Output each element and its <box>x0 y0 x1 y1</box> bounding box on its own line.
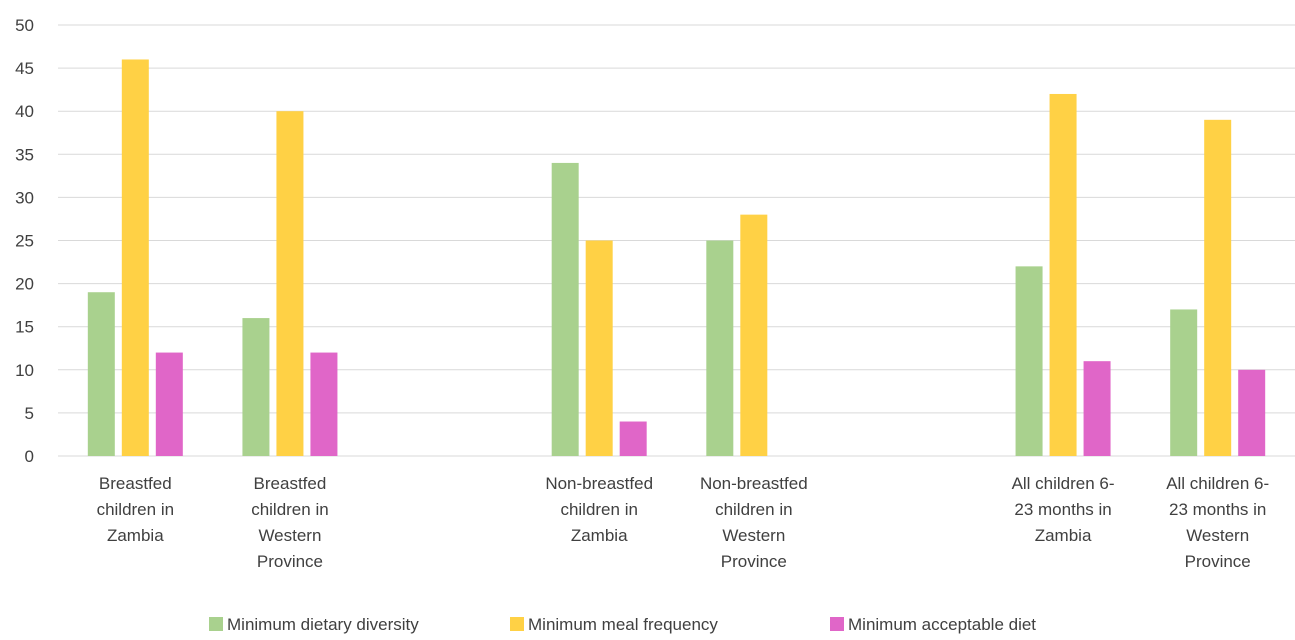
bar <box>1015 266 1043 456</box>
bar <box>1238 369 1266 456</box>
bar <box>706 240 734 456</box>
y-tick-label: 0 <box>25 447 34 466</box>
y-tick-label: 40 <box>15 102 34 121</box>
legend: Minimum dietary diversity Minimum meal fr… <box>209 615 1036 634</box>
legend-item: Minimum dietary diversity <box>209 615 419 634</box>
x-category-label: All children 6-23 months in Western Provin… <box>1166 474 1269 571</box>
bar <box>242 318 270 456</box>
bar <box>310 352 338 456</box>
bar <box>1170 309 1198 456</box>
y-tick-label: 25 <box>15 232 34 251</box>
x-axis-category-labels: Breastfed children in Zambia Breastfed child… <box>97 474 1270 571</box>
legend-label: Minimum acceptable diet <box>848 615 1036 634</box>
x-category-label: Non-breastfed children in Western Province <box>700 474 808 571</box>
y-tick-label: 35 <box>15 145 34 164</box>
y-tick-label: 5 <box>25 404 34 423</box>
x-category-label: Breastfed children in Zambia <box>97 474 175 545</box>
legend-swatch <box>830 617 844 631</box>
bar <box>619 421 647 456</box>
legend-swatch <box>510 617 524 631</box>
y-tick-label: 50 <box>15 16 34 35</box>
x-category-label: Non-breastfed children in Zambia <box>545 474 653 545</box>
bar <box>1204 119 1232 456</box>
legend-label: Minimum dietary diversity <box>227 615 419 634</box>
y-tick-label: 10 <box>15 361 34 380</box>
legend-swatch <box>209 617 223 631</box>
y-tick-label: 15 <box>15 318 34 337</box>
bar <box>87 292 115 456</box>
bar <box>585 240 613 456</box>
x-category-label: Breastfed children in Western Province <box>251 474 329 571</box>
bar <box>740 214 768 456</box>
legend-item: Minimum acceptable diet <box>830 615 1036 634</box>
x-category-label: All children 6-23 months in Zambia <box>1012 474 1115 545</box>
bar <box>1049 93 1077 457</box>
bar <box>551 162 579 457</box>
y-axis-tick-labels: 0 5 10 15 20 25 30 35 40 45 50 <box>15 16 34 466</box>
y-tick-label: 20 <box>15 275 34 294</box>
bar <box>155 352 183 456</box>
legend-item: Minimum meal frequency <box>510 615 718 634</box>
legend-label: Minimum meal frequency <box>528 615 718 634</box>
bar <box>121 59 149 456</box>
y-tick-label: 45 <box>15 59 34 78</box>
y-tick-label: 30 <box>15 188 34 207</box>
bars <box>87 59 1266 457</box>
bar <box>276 111 304 456</box>
bar <box>1083 361 1111 456</box>
